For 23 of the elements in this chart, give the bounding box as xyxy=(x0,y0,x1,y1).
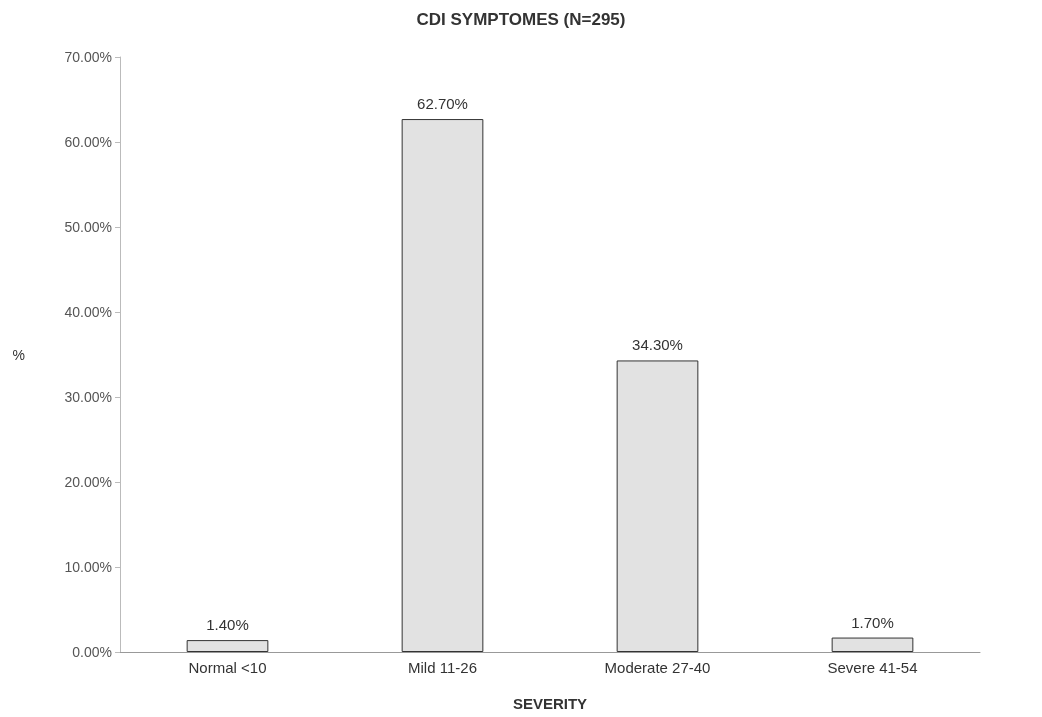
y-tick-label: 60.00% xyxy=(64,134,112,150)
data-label: 34.30% xyxy=(632,336,683,354)
x-tick-label: Normal <10 xyxy=(188,659,267,676)
y-tick-label: 50.00% xyxy=(64,219,112,235)
y-tick-label: 70.00% xyxy=(64,49,112,65)
bar xyxy=(401,119,484,652)
y-tick-label: 0.00% xyxy=(72,644,112,660)
bar xyxy=(186,640,269,652)
data-label: 62.70% xyxy=(417,95,468,113)
y-tick-label: 30.00% xyxy=(64,389,112,405)
y-tick-label: 20.00% xyxy=(64,474,112,490)
x-tick-label: Moderate 27-40 xyxy=(604,659,711,676)
x-tick-label: Severe 41-54 xyxy=(827,659,918,676)
x-tick-label: Mild 11-26 xyxy=(408,659,477,676)
x-axis-title: SEVERITY xyxy=(512,695,588,712)
bar xyxy=(831,637,914,652)
data-label: 1.70% xyxy=(851,613,894,631)
y-axis-title: % xyxy=(12,346,25,363)
y-tick-label: 10.00% xyxy=(64,559,112,575)
data-label: 1.40% xyxy=(206,616,249,634)
chart-title: CDI SYMPTOMES (N=295) xyxy=(416,10,626,29)
y-tick-label: 40.00% xyxy=(64,304,112,320)
bar xyxy=(616,360,699,652)
